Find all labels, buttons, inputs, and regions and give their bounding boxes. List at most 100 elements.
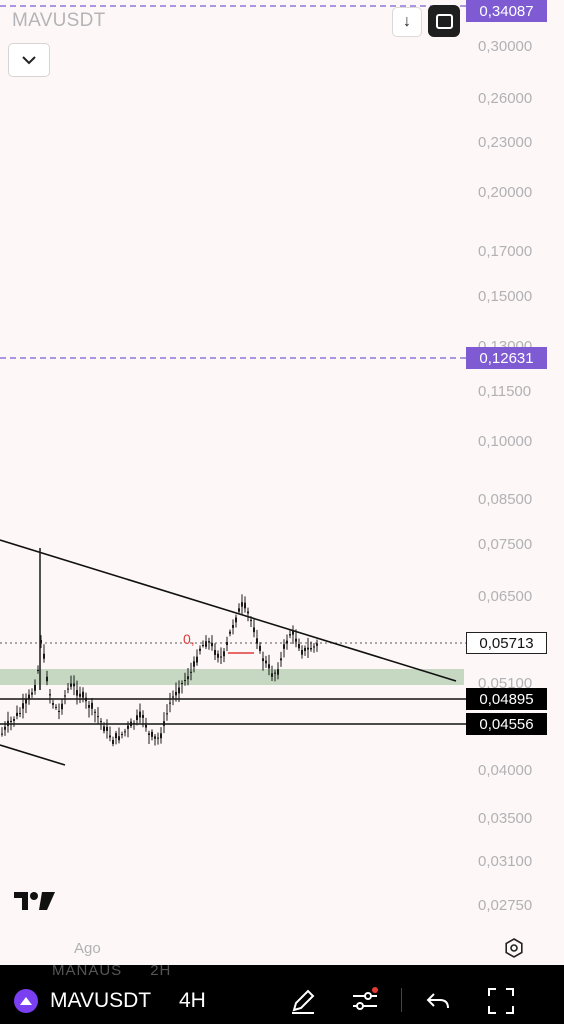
candle-body xyxy=(313,646,315,648)
candle-body xyxy=(88,705,90,708)
candle-body xyxy=(307,647,309,650)
candle-body xyxy=(100,721,102,723)
candle-body xyxy=(160,733,162,739)
candle-body xyxy=(22,703,24,709)
candle-body xyxy=(241,602,243,607)
candle-body xyxy=(211,643,213,647)
candle-body xyxy=(145,725,147,728)
candle-body xyxy=(133,723,135,725)
candle-body xyxy=(289,634,291,636)
candle-body xyxy=(61,703,63,710)
price-label: 0,03100 xyxy=(478,853,533,870)
candle-body xyxy=(235,617,237,623)
tradingview-logo[interactable] xyxy=(14,890,56,912)
candle-body xyxy=(4,726,6,730)
candle-body xyxy=(250,619,252,621)
candle-body xyxy=(49,694,51,696)
trendline-lower xyxy=(0,744,66,766)
candle-body xyxy=(40,640,42,644)
candle-body xyxy=(148,733,150,735)
candle-body xyxy=(55,706,57,708)
candle-body xyxy=(280,658,282,661)
square-icon xyxy=(435,13,453,29)
candle-body xyxy=(157,737,159,739)
candle-body xyxy=(109,735,111,738)
pen-icon[interactable] xyxy=(288,986,318,1016)
candle-body xyxy=(292,630,294,635)
mav-logo-icon xyxy=(20,997,32,1005)
candle-body xyxy=(223,651,225,657)
level-price-tag[interactable]: 0,04895 xyxy=(466,688,547,710)
ghost-text: MANAUS 2H xyxy=(52,962,172,979)
candle-body xyxy=(136,715,138,720)
candle-body xyxy=(295,638,297,642)
candle-body xyxy=(94,711,96,713)
candle-body xyxy=(316,643,318,646)
candle-body xyxy=(124,731,126,733)
candle-body xyxy=(301,650,303,655)
candle-body xyxy=(247,611,249,614)
candle-body xyxy=(166,713,168,715)
candle-body xyxy=(181,683,183,685)
candle-body xyxy=(175,691,177,696)
bottom-toolbar xyxy=(0,965,564,1024)
collapse-button[interactable] xyxy=(8,43,50,77)
candle-body xyxy=(115,733,117,739)
fullscreen-toggle-button[interactable] xyxy=(428,5,460,37)
candle-body xyxy=(304,647,306,651)
candle-body xyxy=(10,720,12,722)
candle-body xyxy=(283,644,285,649)
alert-price-tag[interactable]: 0,12631 xyxy=(466,347,547,369)
gear-icon[interactable] xyxy=(503,937,525,959)
alert-price-tag[interactable]: 0,34087 xyxy=(466,0,547,22)
candle-body xyxy=(310,648,312,650)
candle-body xyxy=(169,702,171,704)
candle-body xyxy=(25,698,27,704)
candle-body xyxy=(205,641,207,647)
candle-body xyxy=(34,685,36,691)
candle-body xyxy=(214,650,216,655)
current-price-tag: 0,05713 xyxy=(466,632,547,654)
candle-body xyxy=(58,710,60,712)
chart-area[interactable]: 0, MAVUSDT ↓ 0,30000 0,26000 0,23000 0,2… xyxy=(0,0,564,965)
price-label: 0,20000 xyxy=(478,184,533,201)
candle-body xyxy=(277,669,279,675)
candle-body xyxy=(76,690,78,696)
support-zone xyxy=(0,669,464,685)
candle-body xyxy=(121,734,123,736)
level-price-tag[interactable]: 0,04556 xyxy=(466,713,547,735)
price-label: 0,17000 xyxy=(478,243,533,260)
candle-body xyxy=(154,736,156,739)
interval-selector[interactable]: 4H xyxy=(179,989,206,1012)
indicator-settings-icon[interactable] xyxy=(350,986,380,1016)
chevron-down-icon xyxy=(22,55,36,64)
candle-body xyxy=(127,725,129,729)
candle-body xyxy=(151,731,153,737)
candle-body xyxy=(82,691,84,698)
candle-body xyxy=(79,693,81,697)
candle-body xyxy=(106,726,108,731)
price-label: 0,10000 xyxy=(478,433,533,450)
candle-body xyxy=(274,672,276,674)
price-label: 0,23000 xyxy=(478,134,533,151)
price-label: 0,15000 xyxy=(478,288,533,305)
candle-body xyxy=(118,736,120,741)
symbol-selector[interactable]: MAVUSDT xyxy=(50,989,152,1012)
chart-canvas[interactable]: 0, xyxy=(0,0,564,965)
trendline-upper xyxy=(0,539,457,682)
arrow-down-icon: ↓ xyxy=(403,13,411,30)
price-label: 0,04000 xyxy=(478,762,533,779)
price-label: 0,11500 xyxy=(478,383,532,400)
candle-body xyxy=(112,740,114,744)
candle-body xyxy=(46,676,48,682)
candle-body xyxy=(202,645,204,646)
price-label: 0,03500 xyxy=(478,810,533,827)
candle-body xyxy=(16,712,18,716)
symbol-logo xyxy=(14,989,38,1013)
candle-body xyxy=(232,625,234,628)
download-button[interactable]: ↓ xyxy=(392,7,422,37)
fullscreen-icon[interactable] xyxy=(486,986,516,1016)
undo-icon[interactable] xyxy=(424,986,452,1016)
candle-body xyxy=(190,671,192,673)
candle-body xyxy=(70,683,72,687)
